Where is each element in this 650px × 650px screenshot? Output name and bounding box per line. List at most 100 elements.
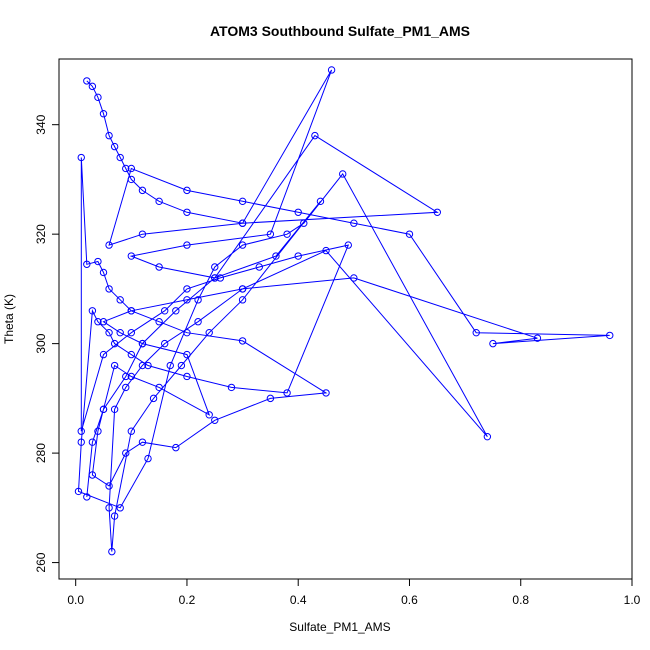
x-tick-label: 1.0 <box>624 593 641 607</box>
data-point <box>138 339 147 348</box>
data-point <box>327 66 336 74</box>
data-point <box>183 328 191 337</box>
data-point <box>94 318 102 326</box>
data-point <box>160 307 169 315</box>
data-point <box>127 328 136 337</box>
data-point <box>127 372 136 381</box>
data-point <box>205 328 213 337</box>
data-point <box>238 337 247 345</box>
data-point <box>211 274 219 282</box>
data-point <box>127 252 136 260</box>
data-point <box>88 82 97 91</box>
data-point <box>116 153 124 162</box>
data-point <box>127 307 136 315</box>
data-point <box>138 230 147 238</box>
data-point <box>94 93 102 102</box>
data-point <box>122 372 130 381</box>
data-point <box>283 230 291 238</box>
data-point <box>127 350 136 359</box>
data-point <box>183 372 191 381</box>
data-point <box>105 328 113 337</box>
data-point <box>155 383 163 392</box>
data-point <box>255 263 263 271</box>
data-point <box>99 268 108 277</box>
x-tick-label: 0.6 <box>401 593 418 607</box>
data-point <box>606 331 614 340</box>
data-point <box>211 416 219 424</box>
data-point <box>183 186 191 195</box>
data-point <box>88 307 97 315</box>
data-point <box>144 454 152 463</box>
data-point <box>283 389 291 397</box>
data-point <box>110 142 119 151</box>
data-point <box>183 285 191 293</box>
y-axis-label: Theta (K) <box>2 294 16 344</box>
data-point <box>94 427 102 435</box>
data-point <box>238 241 247 249</box>
data-point <box>472 328 480 337</box>
chart-title: ATOM3 Southbound Sulfate_PM1_AMS <box>210 23 470 39</box>
data-point <box>83 77 91 85</box>
data-point <box>99 318 108 326</box>
x-tick-label: 0.0 <box>67 593 84 607</box>
data-point <box>127 175 136 184</box>
data-point <box>183 241 191 249</box>
data-point <box>149 394 158 403</box>
data-point <box>183 208 191 216</box>
data-point <box>316 197 325 206</box>
data-point <box>77 153 85 162</box>
data-point <box>138 186 147 195</box>
data-point <box>339 170 347 178</box>
data-point <box>172 443 180 452</box>
data-point <box>105 131 113 140</box>
data-point <box>322 246 330 255</box>
x-axis-label: Sulfate_PM1_AMS <box>289 620 390 634</box>
data-point <box>110 339 119 348</box>
data-point <box>238 296 247 304</box>
data-point <box>138 438 147 446</box>
data-point <box>227 383 236 392</box>
data-point <box>99 350 108 359</box>
data-point <box>350 219 358 227</box>
data-point <box>294 252 302 260</box>
series-line <box>77 69 610 552</box>
data-point <box>105 241 113 249</box>
data-point <box>194 296 202 304</box>
data-point <box>160 339 169 348</box>
y-tick-label: 260 <box>34 552 48 572</box>
x-tick-label: 0.2 <box>179 593 196 607</box>
data-point <box>344 241 352 249</box>
data-point <box>350 274 358 282</box>
data-point <box>116 296 124 304</box>
data-point <box>110 405 119 414</box>
data-point <box>483 432 492 441</box>
data-point <box>83 260 91 268</box>
y-tick-label: 300 <box>34 333 48 353</box>
data-point <box>166 361 174 370</box>
x-tick-label: 0.8 <box>512 593 529 607</box>
data-point <box>272 252 280 260</box>
data-series <box>74 66 614 556</box>
data-point <box>266 394 275 403</box>
y-tick-label: 280 <box>34 443 48 463</box>
data-point <box>116 504 124 512</box>
data-point <box>110 361 119 370</box>
data-point <box>122 164 130 173</box>
data-point <box>127 164 136 173</box>
data-point <box>83 493 91 501</box>
data-point <box>88 471 97 479</box>
data-point <box>110 512 119 520</box>
data-point <box>138 361 147 370</box>
data-point <box>266 230 275 238</box>
data-point <box>533 334 542 342</box>
data-point <box>105 285 113 293</box>
data-point <box>433 208 441 216</box>
data-point <box>294 208 302 216</box>
data-point <box>122 449 130 457</box>
data-point <box>311 131 319 140</box>
data-point <box>211 263 219 271</box>
data-point <box>99 405 108 414</box>
data-point <box>94 257 102 266</box>
y-tick-label: 340 <box>34 114 48 134</box>
